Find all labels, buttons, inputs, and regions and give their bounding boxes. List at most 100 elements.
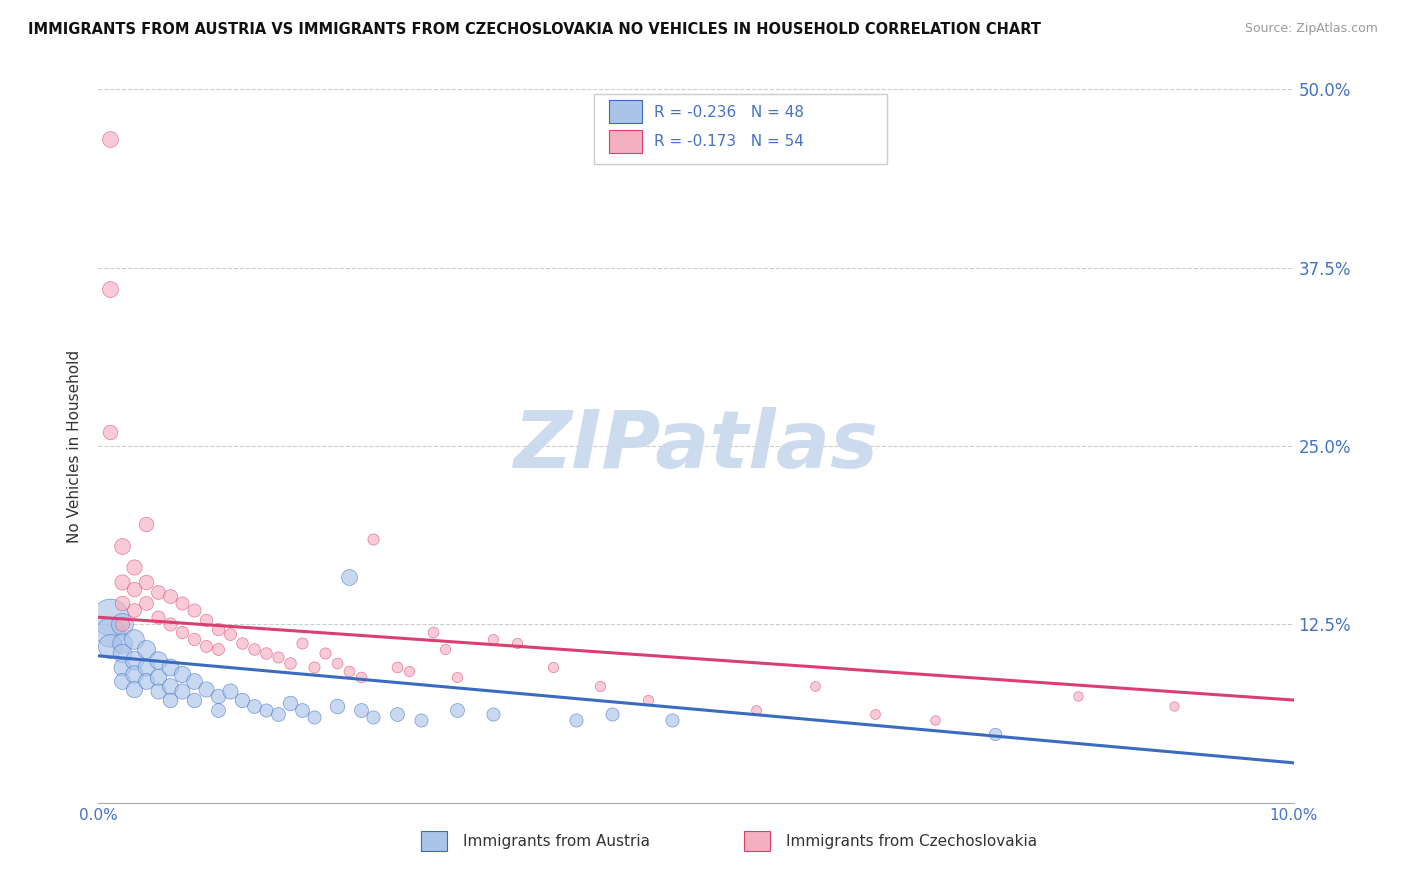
Text: R = -0.236   N = 48: R = -0.236 N = 48 (654, 104, 804, 120)
Point (124, 582, 146, 596)
Point (172, 684, 194, 698)
Point (148, 653, 170, 667)
Point (350, 703, 373, 717)
Point (302, 710, 325, 724)
Point (98, 425, 122, 439)
Point (148, 684, 170, 698)
Point (124, 681, 146, 696)
Point (231, 636, 253, 650)
Point (1067, 689, 1090, 703)
Point (207, 641, 229, 656)
Point (363, 710, 385, 724)
Point (183, 693, 205, 707)
Text: ZIPatlas: ZIPatlas (513, 407, 879, 485)
Point (446, 670, 468, 684)
Point (326, 656, 349, 670)
Point (219, 684, 242, 698)
Text: Immigrants from Czechoslovakia: Immigrants from Czechoslovakia (786, 834, 1036, 849)
Point (135, 574, 157, 589)
Point (267, 650, 290, 665)
Point (159, 679, 181, 693)
Point (207, 689, 229, 703)
Point (506, 636, 529, 650)
FancyBboxPatch shape (609, 130, 643, 153)
Text: Immigrants from Austria: Immigrants from Austria (463, 834, 650, 849)
Point (111, 574, 134, 589)
Point (111, 617, 134, 632)
Point (98, 132, 122, 146)
Point (111, 539, 134, 553)
Point (159, 589, 181, 603)
Point (804, 679, 827, 693)
Point (243, 641, 266, 656)
Point (172, 596, 194, 610)
Point (1163, 698, 1185, 713)
Point (254, 646, 277, 660)
Point (411, 713, 433, 727)
Point (291, 636, 314, 650)
Point (159, 660, 181, 674)
Point (172, 667, 194, 681)
Point (339, 665, 361, 679)
Point (326, 698, 349, 713)
FancyBboxPatch shape (595, 95, 887, 164)
Point (124, 632, 146, 646)
Point (195, 681, 218, 696)
Point (111, 596, 134, 610)
Point (422, 624, 444, 639)
Point (135, 660, 157, 674)
Point (159, 693, 181, 707)
Text: R = -0.173   N = 54: R = -0.173 N = 54 (654, 134, 804, 149)
Point (243, 698, 266, 713)
Point (219, 627, 242, 641)
Point (446, 703, 468, 717)
Point (350, 670, 373, 684)
Point (207, 622, 229, 636)
Point (111, 646, 134, 660)
Point (183, 674, 205, 689)
Point (111, 617, 134, 632)
Point (98, 610, 122, 624)
Point (148, 670, 170, 684)
Point (135, 641, 157, 656)
Point (661, 713, 683, 727)
Point (267, 707, 290, 722)
Point (984, 727, 1007, 741)
Text: Source: ZipAtlas.com: Source: ZipAtlas.com (1244, 22, 1378, 36)
Point (135, 517, 157, 532)
Point (278, 696, 301, 710)
Point (339, 570, 361, 584)
Point (482, 707, 505, 722)
Point (111, 660, 134, 674)
Point (124, 667, 146, 681)
Point (315, 646, 337, 660)
Point (207, 703, 229, 717)
Point (195, 639, 218, 653)
Point (124, 603, 146, 617)
Point (745, 703, 768, 717)
Point (98, 624, 122, 639)
Point (98, 282, 122, 296)
Y-axis label: No Vehicles in Household: No Vehicles in Household (67, 350, 83, 542)
Point (398, 665, 420, 679)
Point (183, 603, 205, 617)
Point (924, 713, 946, 727)
Point (183, 632, 205, 646)
Point (565, 713, 588, 727)
FancyBboxPatch shape (744, 831, 770, 851)
Point (148, 610, 170, 624)
Point (124, 653, 146, 667)
Point (231, 693, 253, 707)
Point (172, 624, 194, 639)
Point (541, 660, 564, 674)
Point (385, 707, 409, 722)
Point (434, 641, 457, 656)
Point (637, 693, 659, 707)
FancyBboxPatch shape (422, 831, 447, 851)
Point (195, 613, 218, 627)
Point (278, 656, 301, 670)
Point (589, 679, 612, 693)
Point (602, 707, 624, 722)
Point (159, 617, 181, 632)
Point (385, 660, 409, 674)
